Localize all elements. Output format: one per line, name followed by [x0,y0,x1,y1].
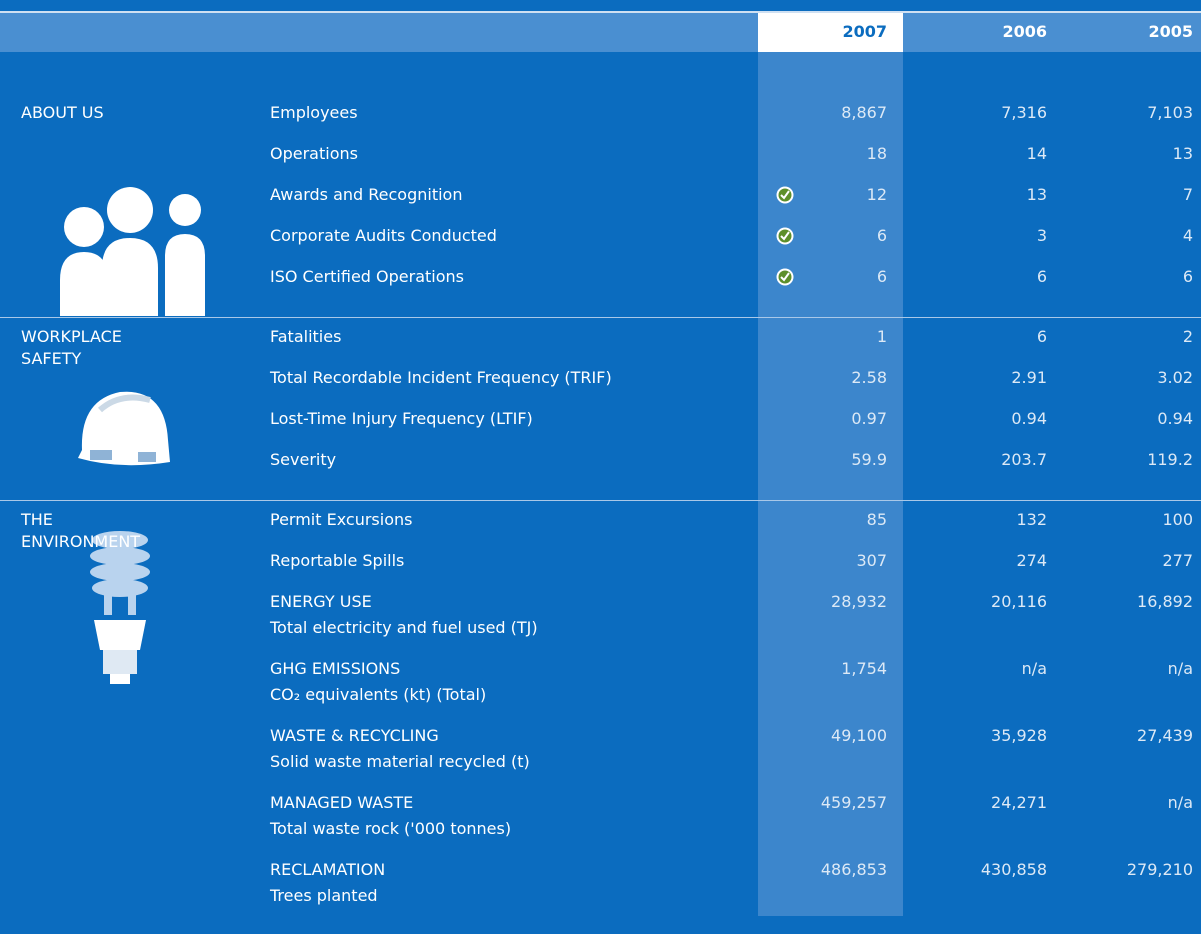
cell-value: 1,754 [841,659,887,678]
cell-value: 18 [866,144,887,163]
people-icon [60,187,205,316]
section-divider [0,500,1201,501]
bulb-icon [90,531,150,684]
cell-value: 203.7 [1001,450,1047,469]
cell-value: 6 [1036,327,1047,346]
cell-value: 8,867 [841,103,887,122]
row-sublabel: Total waste rock ('000 tonnes) [270,819,512,838]
row-label: RECLAMATION [270,860,386,879]
cell-value: 35,928 [991,726,1047,745]
check-icon [776,227,794,245]
check-icon [776,186,794,204]
cell-value: 459,257 [820,793,887,812]
row-sublabel: Solid waste material recycled (t) [270,752,530,771]
cell-value: 20,116 [991,592,1047,611]
cell-value: 7,316 [1001,103,1047,122]
cell-value: 274 [1016,551,1047,570]
cell-value: 0.94 [1011,409,1047,428]
header-bar [0,13,1201,52]
row-label: Fatalities [270,327,342,346]
cell-value: 24,271 [991,793,1047,812]
row-label: ISO Certified Operations [270,267,464,286]
cell-value: 0.97 [851,409,887,428]
row-label: Reportable Spills [270,551,405,570]
cell-value: 13 [1026,185,1047,204]
row-label: Corporate Audits Conducted [270,226,497,245]
cell-value: 85 [866,510,887,529]
column-header: 2005 [1148,22,1193,41]
row-sublabel: CO₂ equivalents (kt) (Total) [270,685,487,704]
cell-value: 6 [1182,267,1193,286]
row-sublabel: Total electricity and fuel used (TJ) [270,618,538,637]
row-label: MANAGED WASTE [270,793,414,812]
cell-value: 13 [1172,144,1193,163]
top-rule [0,11,1201,13]
row-label: Awards and Recognition [270,185,463,204]
row-label: ENERGY USE [270,592,372,611]
cell-value: 3 [1036,226,1047,245]
cell-value: n/a [1021,659,1047,678]
cell-value: 277 [1162,551,1193,570]
highlight-header [758,13,903,52]
row-sublabel: Trees planted [270,886,378,905]
cell-value: 100 [1162,510,1193,529]
cell-value: 49,100 [831,726,887,745]
column-header: 2007 [842,22,887,41]
cell-value: 2.91 [1011,368,1047,387]
cell-value: 6 [876,267,887,286]
column-header: 2006 [1002,22,1047,41]
cell-value: 132 [1016,510,1047,529]
row-label: Operations [270,144,358,163]
section-divider [0,317,1201,318]
cell-value: 6 [876,226,887,245]
cell-value: n/a [1167,793,1193,812]
cell-value: 4 [1182,226,1193,245]
helmet-icon [78,391,170,466]
cell-value: 16,892 [1137,592,1193,611]
cell-value: n/a [1167,659,1193,678]
cell-value: 1 [876,327,887,346]
row-label: Total Recordable Incident Frequency (TRI… [270,368,612,387]
cell-value: 486,853 [820,860,887,879]
cell-value: 0.94 [1157,409,1193,428]
row-label: Employees [270,103,358,122]
cell-value: 119.2 [1147,450,1193,469]
check-icon [776,268,794,286]
section-title: WORKPLACE SAFETY [21,327,122,368]
cell-value: 6 [1036,267,1047,286]
cell-value: 59.9 [851,450,887,469]
row-label: GHG EMISSIONS [270,659,401,678]
row-label: WASTE & RECYCLING [270,726,439,745]
row-label: Lost-Time Injury Frequency (LTIF) [270,409,533,428]
cell-value: 14 [1026,144,1047,163]
cell-value: 7 [1182,185,1193,204]
cell-value: 7,103 [1147,103,1193,122]
cell-value: 28,932 [831,592,887,611]
row-label: Permit Excursions [270,510,413,529]
cell-value: 279,210 [1126,860,1193,879]
cell-value: 307 [856,551,887,570]
cell-value: 2 [1182,327,1193,346]
section-title: ABOUT US [21,103,104,122]
cell-value: 3.02 [1157,368,1193,387]
row-label: Severity [270,450,337,469]
section-title: THE ENVIRONMENT [21,510,141,551]
cell-value: 27,439 [1137,726,1193,745]
cell-value: 2.58 [851,368,887,387]
cell-value: 12 [866,185,887,204]
cell-value: 430,858 [980,860,1047,879]
